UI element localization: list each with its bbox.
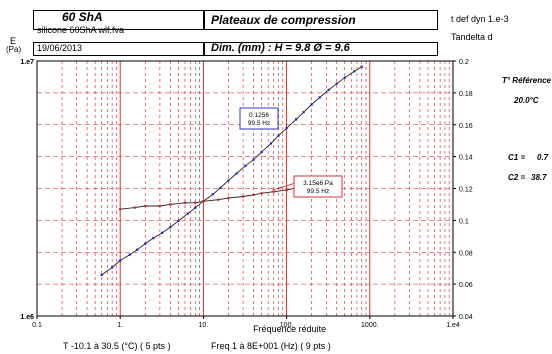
modulus-point bbox=[227, 179, 230, 182]
tandelta-point bbox=[227, 197, 230, 200]
c1-value: 0.7 bbox=[537, 153, 549, 162]
modulus-point bbox=[327, 88, 330, 91]
tandelta-point bbox=[194, 201, 197, 204]
modulus-point bbox=[219, 186, 222, 189]
modulus-point bbox=[211, 193, 214, 196]
tandelta-point bbox=[144, 204, 147, 208]
modulus-point bbox=[186, 212, 189, 215]
point-layer bbox=[100, 65, 363, 276]
modulus-point bbox=[152, 237, 155, 240]
tandelta-point bbox=[119, 208, 122, 211]
c2-label: C2 = bbox=[508, 173, 526, 182]
modulus-point bbox=[252, 158, 255, 161]
modulus-point bbox=[111, 266, 114, 269]
date-label: 19/06/2013 bbox=[37, 43, 83, 53]
tandelta-point bbox=[260, 192, 263, 195]
x-tick-label: 1. bbox=[117, 322, 123, 329]
chart-title: Plateaux de compression bbox=[211, 13, 356, 27]
modulus-point bbox=[335, 82, 338, 85]
file-name: silicone 60ShA wlf.fva bbox=[37, 25, 125, 35]
modulus-point bbox=[260, 150, 263, 153]
tandelta-point bbox=[133, 206, 136, 209]
ref-temp-label: T° Référence bbox=[502, 76, 551, 85]
y-right-tick-label: 0.08 bbox=[459, 250, 473, 257]
y-left-tick-label: 1.e7 bbox=[20, 59, 34, 66]
annotation-line-1: 0.1256 bbox=[249, 112, 269, 119]
modulus-point bbox=[169, 226, 172, 229]
modulus-point bbox=[343, 76, 346, 79]
y-left-tick-label: 1.e6 bbox=[20, 314, 34, 321]
header-title-box bbox=[204, 10, 438, 30]
ref-temp-value: 20.0°C bbox=[514, 96, 539, 105]
x-tick-label: 0.1 bbox=[32, 322, 42, 329]
x-tick-label: 10. bbox=[199, 322, 209, 329]
modulus-point bbox=[353, 70, 356, 73]
modulus-point bbox=[360, 65, 363, 68]
modulus-point bbox=[244, 164, 247, 167]
left-axis-title-2: (Pa) bbox=[6, 45, 22, 54]
right-axis-title-1: t def dyn 1.e-3 bbox=[451, 14, 509, 24]
modulus-point bbox=[194, 206, 197, 209]
y-right-tick-label: 0.06 bbox=[459, 282, 473, 289]
tandelta-point bbox=[285, 189, 288, 192]
tandelta-point bbox=[252, 193, 255, 196]
y-right-tick-label: 0.14 bbox=[459, 155, 473, 162]
annotation-line-2: 99.5 Hz bbox=[248, 120, 270, 127]
modulus-point bbox=[318, 96, 321, 99]
modulus-point bbox=[235, 172, 238, 175]
y-right-tick-label: 0.12 bbox=[459, 187, 473, 194]
header-date-box bbox=[33, 42, 204, 56]
tandelta-point bbox=[158, 204, 161, 208]
curve-layer bbox=[101, 66, 362, 276]
dimensions-label: Dim. (mm) : H = 9.8 Ø = 9.6 bbox=[211, 42, 350, 54]
tandelta-point bbox=[183, 201, 186, 204]
c1-label: C1 = bbox=[508, 153, 526, 162]
modulus-point bbox=[177, 219, 180, 222]
tandelta-point bbox=[217, 198, 220, 201]
modulus-fit-curve bbox=[101, 66, 362, 276]
annotation-line-1: 3.15e6 Pa bbox=[303, 180, 333, 187]
y-right-tick-label: 0.18 bbox=[459, 91, 473, 98]
modulus-point bbox=[302, 111, 305, 114]
modulus-point bbox=[119, 259, 122, 262]
modulus-point bbox=[161, 231, 164, 234]
header-dim-box bbox=[204, 42, 438, 56]
y-right-tick-label: 0.16 bbox=[459, 123, 473, 130]
x-tick-label: 1.e4 bbox=[446, 322, 460, 329]
annotation-box bbox=[239, 107, 279, 130]
grid-layer bbox=[37, 61, 453, 316]
modulus-point bbox=[269, 142, 273, 145]
tandelta-point bbox=[272, 190, 275, 193]
tandelta-point bbox=[202, 200, 205, 203]
y-right-tick-label: 0.1 bbox=[459, 218, 469, 225]
modulus-point bbox=[100, 273, 103, 276]
y-right-tick-label: 0.2 bbox=[459, 59, 469, 66]
modulus-point bbox=[128, 253, 131, 256]
modulus-point bbox=[295, 118, 298, 121]
y-right-tick-label: 0.04 bbox=[459, 314, 473, 321]
tandelta-point bbox=[242, 195, 245, 198]
modulus-point bbox=[285, 127, 288, 130]
header-sample-box bbox=[33, 10, 204, 30]
x-axis-label: Fréquence réduite bbox=[253, 324, 326, 334]
left-axis-title-1: E bbox=[10, 36, 17, 46]
right-axis-title-2: Tandelta d bbox=[451, 32, 493, 42]
c2-value: 38.7 bbox=[531, 173, 547, 182]
modulus-point bbox=[144, 242, 147, 245]
sample-name: 60 ShA bbox=[62, 10, 103, 24]
annotation-box bbox=[293, 175, 343, 198]
annotation-line-2: 99.5 Hz bbox=[307, 188, 329, 195]
footer-freq-range: Freq 1 à 8E+001 (Hz) ( 9 pts ) bbox=[211, 341, 331, 351]
tick-layer: 0.1 1. 10. 100. 1000. 1.e4 Fréquence réduite 1.… bbox=[20, 59, 472, 334]
x-tick-label: 100. bbox=[280, 322, 294, 329]
modulus-point bbox=[310, 103, 313, 106]
modulus-point bbox=[136, 248, 139, 251]
tandelta-point bbox=[169, 203, 172, 206]
footer-temp-range: T -10.1 à 30.5 (°C) ( 5 pts ) bbox=[63, 341, 171, 351]
modulus-point bbox=[277, 134, 280, 137]
x-tick-label: 1000. bbox=[361, 322, 379, 329]
